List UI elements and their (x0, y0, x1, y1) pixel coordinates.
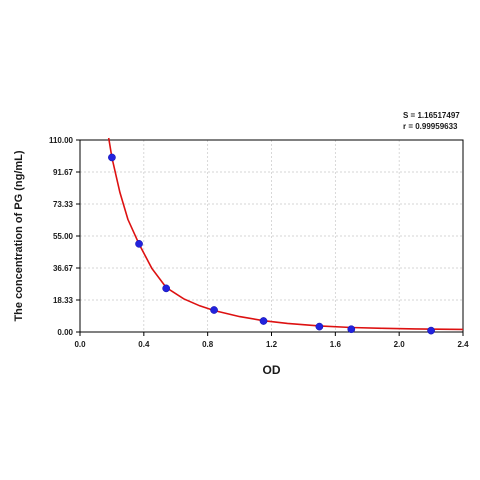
y-tick-label: 36.67 (53, 264, 74, 273)
y-tick-label: 91.67 (53, 168, 74, 177)
y-tick-label: 55.00 (53, 232, 74, 241)
data-point (427, 326, 435, 335)
data-point (108, 153, 116, 162)
axis-ticks: 0.0 0.4 0.8 1.2 1.6 2.0 2.4 0.00 18.33 36.67 55.00… (49, 136, 469, 349)
y-tick-label: 73.33 (53, 200, 74, 209)
x-axis-label: OD (263, 363, 281, 377)
x-tick-label: 0.0 (74, 340, 86, 349)
y-tick-label: 110.00 (49, 136, 74, 145)
y-tick-label: 0.00 (57, 328, 73, 337)
x-tick-label: 0.4 (138, 340, 150, 349)
y-tick-label: 18.33 (53, 296, 74, 305)
x-tick-label: 1.6 (330, 340, 342, 349)
data-point (315, 322, 324, 331)
x-tick-label: 2.0 (394, 340, 406, 349)
x-tick-label: 1.2 (266, 340, 278, 349)
y-axis-label: The concentration of PG (ng/mL) (13, 150, 25, 321)
grid (80, 140, 463, 332)
fit-statistic-s: S = 1.16517497 (403, 111, 460, 120)
data-point (210, 306, 218, 314)
data-point (347, 325, 356, 334)
data-point (162, 284, 171, 293)
data-point (259, 317, 268, 325)
fit-statistic-r: r = 0.99959633 (403, 122, 458, 131)
data-point (135, 240, 143, 248)
x-tick-label: 0.8 (202, 340, 214, 349)
fit-curve-line (107, 137, 464, 331)
x-tick-label: 2.4 (457, 340, 469, 349)
data-points (108, 153, 435, 335)
